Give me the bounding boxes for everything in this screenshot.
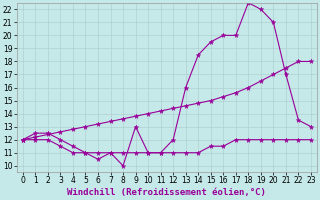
X-axis label: Windchill (Refroidissement éolien,°C): Windchill (Refroidissement éolien,°C) <box>68 188 266 197</box>
